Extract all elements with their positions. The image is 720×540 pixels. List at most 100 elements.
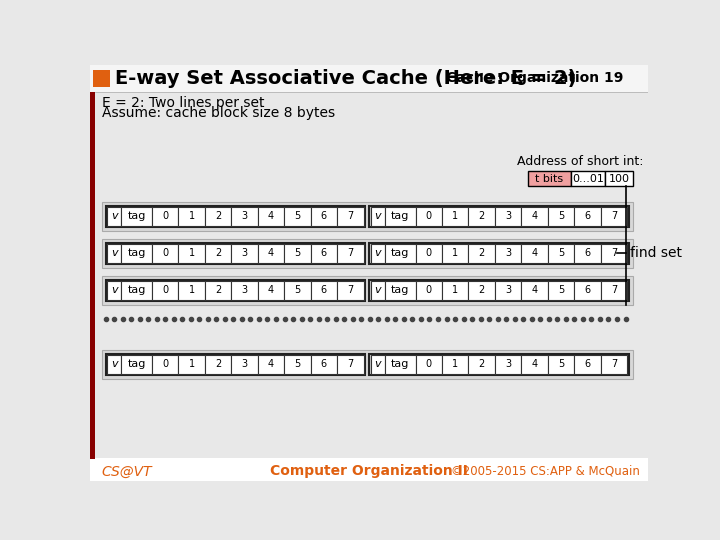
Text: 3: 3 xyxy=(505,359,511,369)
Bar xyxy=(548,207,574,226)
Text: 0: 0 xyxy=(426,286,432,295)
Text: 7: 7 xyxy=(347,248,354,259)
Text: t bits: t bits xyxy=(535,174,563,184)
Text: 100: 100 xyxy=(608,174,629,184)
Bar xyxy=(369,280,629,301)
Bar xyxy=(231,281,258,300)
Bar xyxy=(205,281,231,300)
Bar xyxy=(521,355,548,374)
Text: 3: 3 xyxy=(241,248,248,259)
Bar xyxy=(121,281,152,300)
Text: 0: 0 xyxy=(426,248,432,259)
Text: 3: 3 xyxy=(505,248,511,259)
Bar xyxy=(90,92,96,459)
Text: 7: 7 xyxy=(611,212,617,221)
Text: 6: 6 xyxy=(321,286,327,295)
Text: 7: 7 xyxy=(347,212,354,221)
Bar xyxy=(415,207,442,226)
Text: 0: 0 xyxy=(162,212,168,221)
Text: tag: tag xyxy=(127,286,145,295)
Text: tag: tag xyxy=(391,248,409,259)
Text: 5: 5 xyxy=(558,212,564,221)
Bar xyxy=(284,244,311,262)
Bar xyxy=(600,244,627,262)
Bar xyxy=(107,207,121,226)
Text: 3: 3 xyxy=(505,212,511,221)
Bar xyxy=(102,276,632,305)
Bar xyxy=(152,244,179,262)
Bar xyxy=(93,70,110,87)
Text: v: v xyxy=(374,359,381,369)
Bar xyxy=(606,171,632,186)
Text: E = 2: Two lines per set: E = 2: Two lines per set xyxy=(102,96,264,110)
Text: v: v xyxy=(111,359,117,369)
Bar xyxy=(179,281,205,300)
Bar xyxy=(442,244,469,262)
Bar xyxy=(548,244,574,262)
Text: 0: 0 xyxy=(162,359,168,369)
Text: 6: 6 xyxy=(321,212,327,221)
Bar xyxy=(469,207,495,226)
Bar xyxy=(121,244,152,262)
Bar xyxy=(258,207,284,226)
Bar xyxy=(384,244,415,262)
Bar xyxy=(415,355,442,374)
Text: 5: 5 xyxy=(558,248,564,259)
Text: 2: 2 xyxy=(479,212,485,221)
Text: 2: 2 xyxy=(215,212,221,221)
Text: 6: 6 xyxy=(321,248,327,259)
Text: 1: 1 xyxy=(189,212,194,221)
Text: 4: 4 xyxy=(531,359,538,369)
Text: v: v xyxy=(374,212,381,221)
Text: ©2005-2015 CS:APP & McQuain: ©2005-2015 CS:APP & McQuain xyxy=(451,465,640,478)
Bar xyxy=(311,355,337,374)
Text: 4: 4 xyxy=(268,359,274,369)
Text: 5: 5 xyxy=(294,359,300,369)
Bar xyxy=(369,242,629,264)
Text: v: v xyxy=(374,248,381,259)
Bar xyxy=(384,207,415,226)
Bar xyxy=(107,244,121,262)
Bar xyxy=(107,355,121,374)
Bar xyxy=(371,207,384,226)
Text: Cache Organization 19: Cache Organization 19 xyxy=(446,71,624,85)
Bar xyxy=(442,355,469,374)
Bar xyxy=(152,355,179,374)
Text: 3: 3 xyxy=(241,286,248,295)
Text: E-way Set Associative Cache (Here: E = 2): E-way Set Associative Cache (Here: E = 2… xyxy=(114,69,576,88)
Text: 6: 6 xyxy=(321,359,327,369)
Bar xyxy=(495,281,521,300)
Text: 4: 4 xyxy=(268,248,274,259)
Bar xyxy=(152,281,179,300)
Text: 7: 7 xyxy=(347,359,354,369)
Text: 6: 6 xyxy=(585,286,590,295)
Text: 0...01: 0...01 xyxy=(572,174,604,184)
Text: tag: tag xyxy=(391,286,409,295)
Bar xyxy=(469,355,495,374)
Bar xyxy=(600,207,627,226)
Bar xyxy=(415,244,442,262)
Bar xyxy=(121,207,152,226)
Text: 0: 0 xyxy=(426,359,432,369)
Text: 2: 2 xyxy=(479,248,485,259)
Text: tag: tag xyxy=(127,359,145,369)
Bar xyxy=(495,244,521,262)
Bar xyxy=(106,206,365,227)
Bar xyxy=(384,281,415,300)
Bar xyxy=(205,207,231,226)
Bar xyxy=(384,355,415,374)
Bar xyxy=(600,281,627,300)
Text: 3: 3 xyxy=(505,286,511,295)
Text: tag: tag xyxy=(127,212,145,221)
Text: 7: 7 xyxy=(611,248,617,259)
Bar xyxy=(369,354,629,375)
Bar xyxy=(284,207,311,226)
Bar xyxy=(231,207,258,226)
Text: 5: 5 xyxy=(294,286,300,295)
Bar xyxy=(284,355,311,374)
Bar xyxy=(205,244,231,262)
Text: Address of short int:: Address of short int: xyxy=(517,155,644,168)
Text: 0: 0 xyxy=(162,286,168,295)
Bar xyxy=(311,244,337,262)
Bar xyxy=(521,281,548,300)
